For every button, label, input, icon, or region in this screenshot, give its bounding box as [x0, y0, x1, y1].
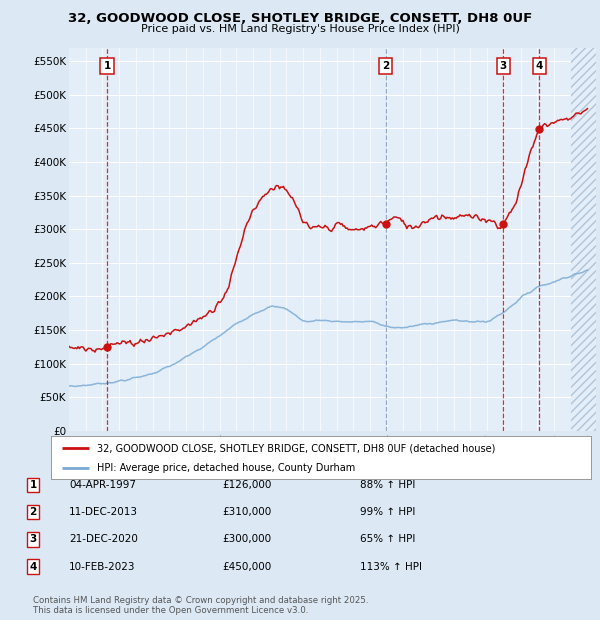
Text: 32, GOODWOOD CLOSE, SHOTLEY BRIDGE, CONSETT, DH8 0UF (detached house): 32, GOODWOOD CLOSE, SHOTLEY BRIDGE, CONS…: [97, 443, 495, 453]
Text: 2: 2: [29, 507, 37, 517]
Text: 21-DEC-2020: 21-DEC-2020: [69, 534, 138, 544]
Text: 11-DEC-2013: 11-DEC-2013: [69, 507, 138, 517]
Text: 1: 1: [29, 480, 37, 490]
Text: 4: 4: [536, 61, 543, 71]
Text: £126,000: £126,000: [222, 480, 271, 490]
Text: 65% ↑ HPI: 65% ↑ HPI: [360, 534, 415, 544]
Text: 99% ↑ HPI: 99% ↑ HPI: [360, 507, 415, 517]
Text: 4: 4: [29, 562, 37, 572]
Text: 04-APR-1997: 04-APR-1997: [69, 480, 136, 490]
Text: 32, GOODWOOD CLOSE, SHOTLEY BRIDGE, CONSETT, DH8 0UF: 32, GOODWOOD CLOSE, SHOTLEY BRIDGE, CONS…: [68, 12, 532, 25]
Bar: [571, 48, 596, 431]
Text: 10-FEB-2023: 10-FEB-2023: [69, 562, 136, 572]
Text: Price paid vs. HM Land Registry's House Price Index (HPI): Price paid vs. HM Land Registry's House …: [140, 24, 460, 33]
Text: 3: 3: [29, 534, 37, 544]
Text: Contains HM Land Registry data © Crown copyright and database right 2025.
This d: Contains HM Land Registry data © Crown c…: [33, 596, 368, 615]
Bar: [571, 48, 596, 431]
Text: 2: 2: [382, 61, 389, 71]
Text: 3: 3: [500, 61, 507, 71]
Text: £300,000: £300,000: [222, 534, 271, 544]
Text: 1: 1: [103, 61, 110, 71]
Text: 88% ↑ HPI: 88% ↑ HPI: [360, 480, 415, 490]
Text: 113% ↑ HPI: 113% ↑ HPI: [360, 562, 422, 572]
Text: £450,000: £450,000: [222, 562, 271, 572]
Text: HPI: Average price, detached house, County Durham: HPI: Average price, detached house, Coun…: [97, 463, 355, 473]
Text: £310,000: £310,000: [222, 507, 271, 517]
